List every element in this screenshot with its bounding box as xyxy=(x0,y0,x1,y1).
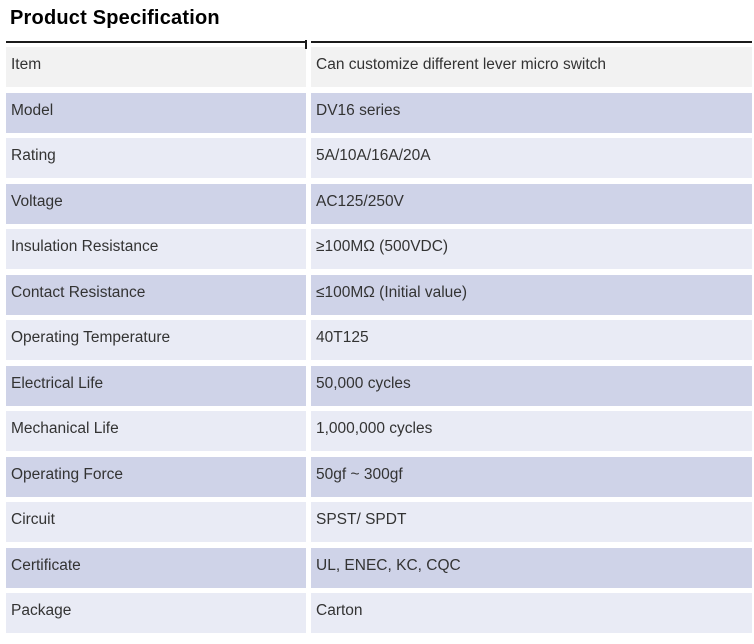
table-row: Certificate UL, ENEC, KC, CQC xyxy=(6,547,752,588)
row-label: Insulation Resistance xyxy=(6,229,306,269)
table-row: Insulation Resistance ≥100MΩ (500VDC) xyxy=(6,229,752,269)
table-row: Model DV16 series xyxy=(6,92,752,133)
row-value: SPST/ SPDT xyxy=(311,502,752,542)
row-label: Model xyxy=(6,92,306,133)
table-row: Contact Resistance ≤100MΩ (Initial value) xyxy=(6,274,752,315)
table-row: Electrical Life 50,000 cycles xyxy=(6,365,752,406)
top-border-left-segment xyxy=(6,41,306,43)
row-label: Operating Force xyxy=(6,456,306,497)
row-value: 1,000,000 cycles xyxy=(311,411,752,451)
table-row: Circuit SPST/ SPDT xyxy=(6,502,752,542)
row-value: Carton xyxy=(311,593,752,633)
table-top-border xyxy=(6,40,752,49)
row-label: Circuit xyxy=(6,502,306,542)
row-value: ≥100MΩ (500VDC) xyxy=(311,229,752,269)
table-row: Rating 5A/10A/16A/20A xyxy=(6,138,752,178)
row-value: Can customize different lever micro swit… xyxy=(311,47,752,87)
row-value: 50gf ~ 300gf xyxy=(311,456,752,497)
table-row: Package Carton xyxy=(6,593,752,633)
table-row: Voltage AC125/250V xyxy=(6,183,752,224)
row-label: Certificate xyxy=(6,547,306,588)
row-value: 50,000 cycles xyxy=(311,365,752,406)
top-border-right-segment xyxy=(311,41,752,43)
row-label: Package xyxy=(6,593,306,633)
page-title: Product Specification xyxy=(10,7,220,29)
table-row: Item Can customize different lever micro … xyxy=(6,47,752,87)
row-value: DV16 series xyxy=(311,92,752,133)
row-label: Operating Temperature xyxy=(6,320,306,360)
row-label: Electrical Life xyxy=(6,365,306,406)
row-value: 5A/10A/16A/20A xyxy=(311,138,752,178)
row-label: Contact Resistance xyxy=(6,274,306,315)
row-value: ≤100MΩ (Initial value) xyxy=(311,274,752,315)
row-label: Mechanical Life xyxy=(6,411,306,451)
spec-table-rows: Item Can customize different lever micro … xyxy=(6,47,752,633)
row-label: Rating xyxy=(6,138,306,178)
row-value: AC125/250V xyxy=(311,183,752,224)
column-divider-tick xyxy=(305,40,307,49)
row-label: Voltage xyxy=(6,183,306,224)
row-label: Item xyxy=(6,47,306,87)
row-value: 40T125 xyxy=(311,320,752,360)
row-value: UL, ENEC, KC, CQC xyxy=(311,547,752,588)
spec-table: Item Can customize different lever micro … xyxy=(6,40,752,639)
table-row: Operating Temperature 40T125 xyxy=(6,320,752,360)
table-row: Mechanical Life 1,000,000 cycles xyxy=(6,411,752,451)
table-row: Operating Force 50gf ~ 300gf xyxy=(6,456,752,497)
